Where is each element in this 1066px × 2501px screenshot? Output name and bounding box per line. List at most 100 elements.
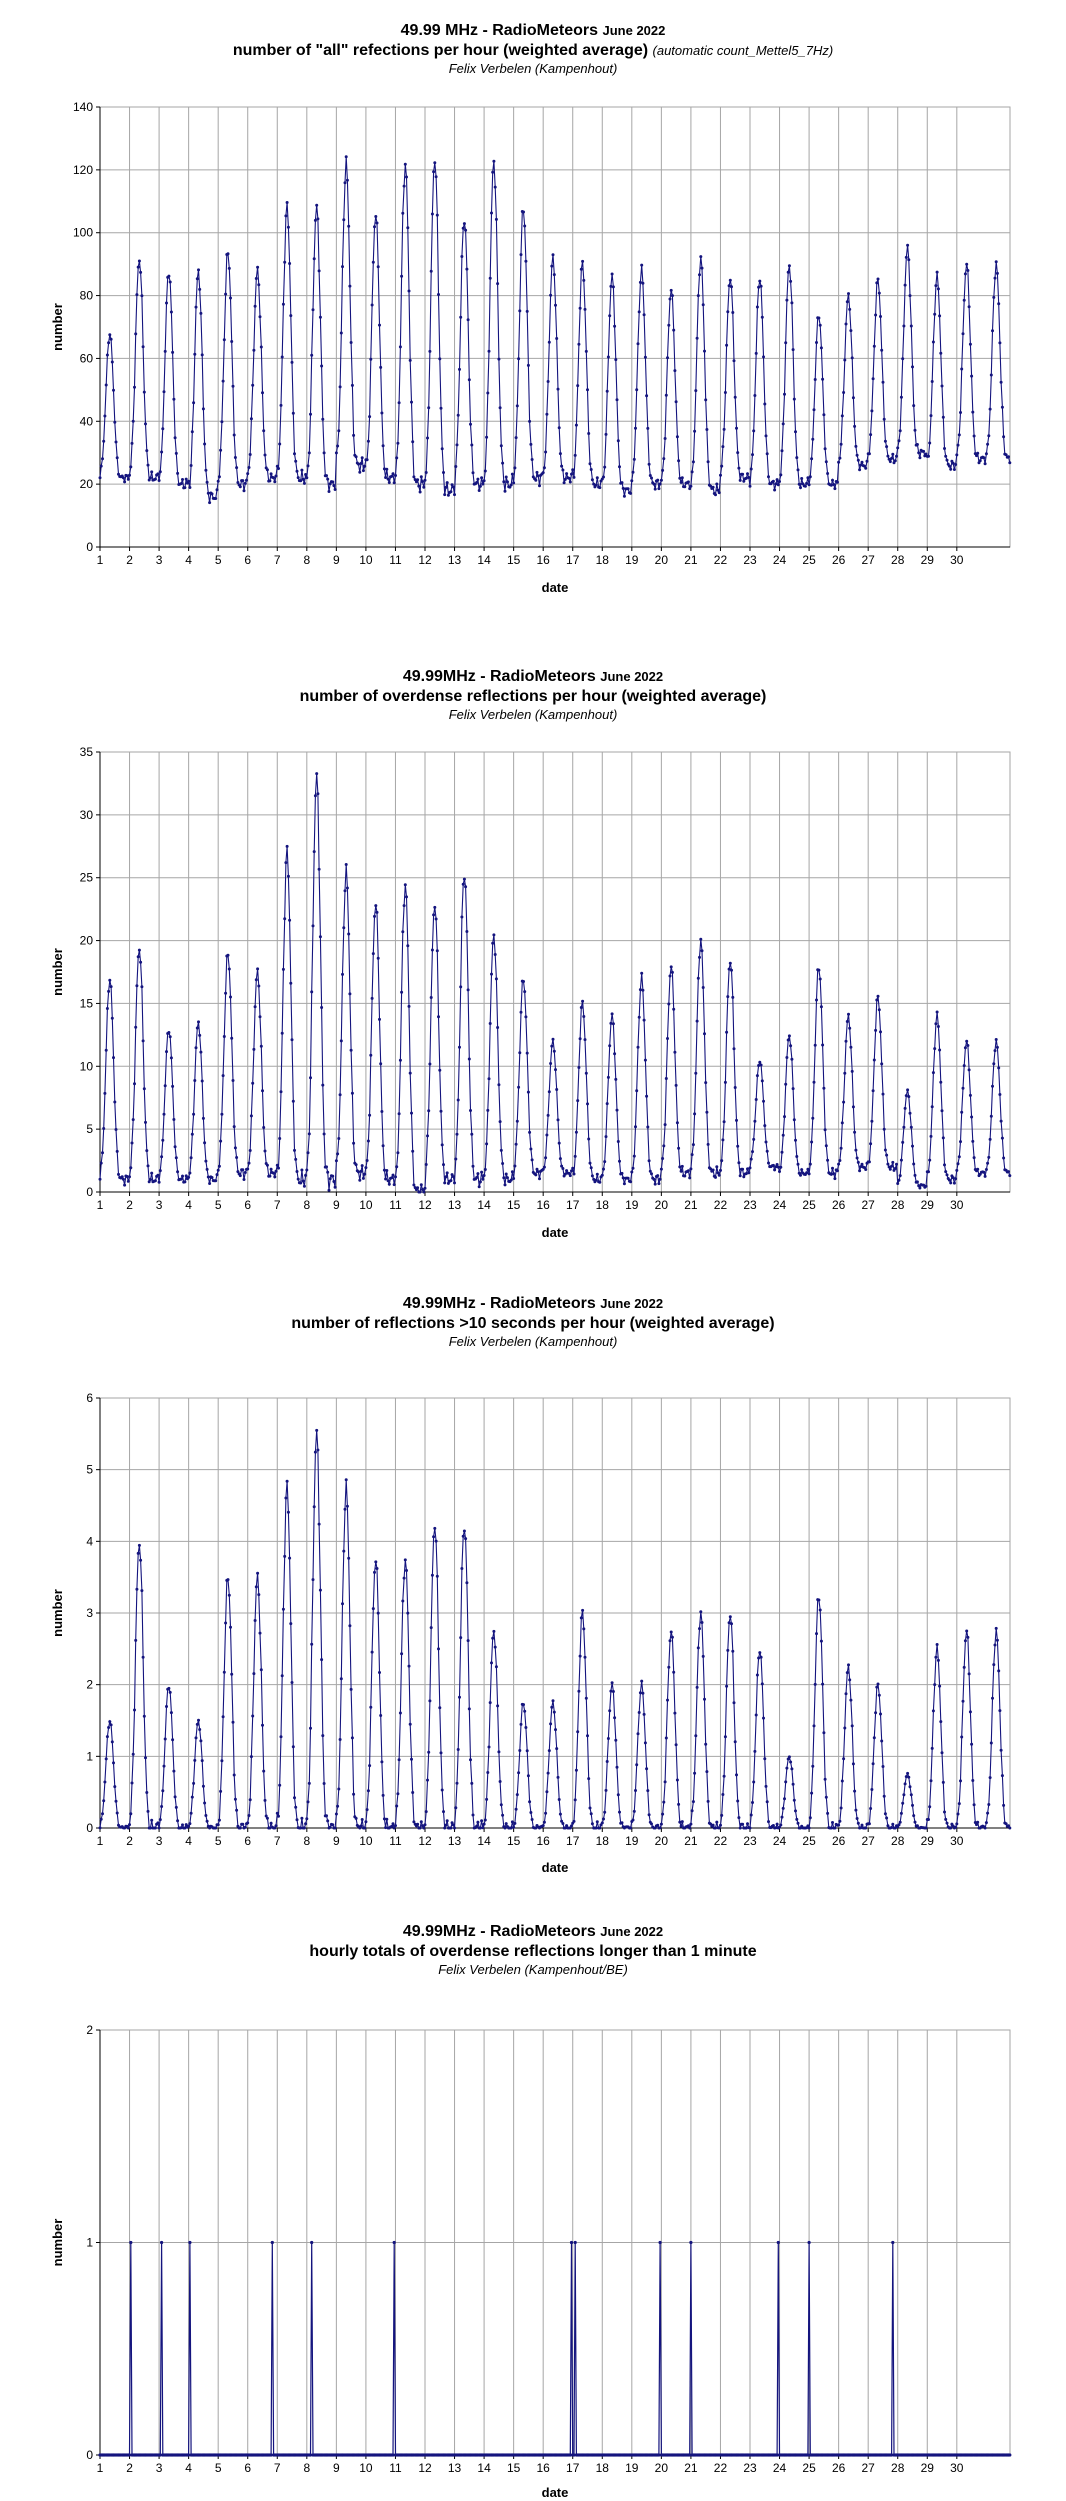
data-point [506,1176,509,1180]
data-point [275,1163,279,1167]
data-point [221,1074,225,1078]
data-point [445,481,449,485]
data-point [480,476,484,480]
data-point [800,477,804,480]
data-point [325,1165,328,1169]
data-point [483,1168,487,1171]
data-point [642,1018,646,1022]
data-point [350,1091,354,1095]
data-point [883,439,887,443]
data-point [807,2240,811,2245]
data-point [310,353,314,357]
data-point [751,1150,754,1154]
data-point [392,481,396,485]
data-point [528,419,532,423]
data-point [574,1130,578,1134]
data-point [730,285,733,289]
data-point [730,968,733,972]
data-point [678,1165,682,1169]
data-point [231,384,235,388]
x-tick-label: 14 [477,553,491,567]
data-point [849,329,853,333]
x-axis-label: date [542,1225,569,1240]
data-point [407,1004,411,1008]
data-point [494,217,498,221]
data-point [443,493,447,497]
data-point [909,324,913,328]
data-point [751,453,754,457]
data-point [129,1166,133,1170]
data-point [699,937,703,941]
data-point [693,429,697,433]
data-point [134,332,138,336]
data-point [104,383,108,387]
data-point [101,457,104,461]
data-point [360,456,364,460]
data-point [880,348,884,352]
data-point [605,389,609,393]
data-point [731,311,735,314]
data-point [569,2240,574,2245]
data-point [405,895,408,899]
x-tick-label: 20 [655,553,669,567]
data-point [844,322,848,326]
data-point [426,1134,429,1138]
data-point [387,1182,391,1186]
data-point [135,293,139,297]
data-point [674,400,678,404]
data-point [299,1181,303,1185]
data-point [334,1159,338,1163]
data-point [791,1087,795,1091]
x-tick-label: 29 [921,553,935,567]
data-point [222,338,226,342]
data-point [338,385,342,389]
data-point [840,414,844,418]
data-point [429,996,433,999]
data-point [108,978,112,982]
data-point [310,990,314,994]
data-point [604,1135,608,1139]
data-point [101,1151,104,1155]
x-tick-label: 2 [126,2461,133,2475]
data-point [781,422,785,426]
data-point [232,1125,236,1129]
data-point [812,408,816,412]
data-point [370,996,374,1000]
data-point [336,1152,340,1156]
data-point [150,470,154,474]
data-point [481,1177,485,1181]
data-point [806,1167,810,1171]
data-point [576,1099,580,1103]
data-point [163,349,167,353]
x-tick-label: 1 [97,1198,104,1212]
data-point [412,1183,416,1187]
data-point [117,472,120,476]
data-point [113,420,117,424]
data-point [726,995,730,999]
data-point [199,1050,203,1054]
data-point [446,1181,450,1185]
data-point [470,1132,474,1136]
x-tick-label: 30 [950,553,964,567]
data-point [631,470,635,474]
data-point [771,479,775,483]
data-point [374,904,378,908]
data-point [496,1026,500,1029]
data-point [936,287,940,291]
chart1-title-month: June 2022 [602,23,666,38]
data-point [668,974,672,978]
data-point [829,483,833,487]
data-point [615,398,619,402]
data-point [135,984,139,988]
data-point [931,340,935,344]
data-point [273,480,277,484]
data-point [107,341,111,345]
data-point [867,452,871,456]
data-point [573,453,577,457]
data-point [337,429,341,433]
data-point [615,1108,619,1112]
data-point [205,1167,209,1171]
data-point [882,417,886,421]
data-point [663,437,667,440]
data-point [458,367,461,371]
